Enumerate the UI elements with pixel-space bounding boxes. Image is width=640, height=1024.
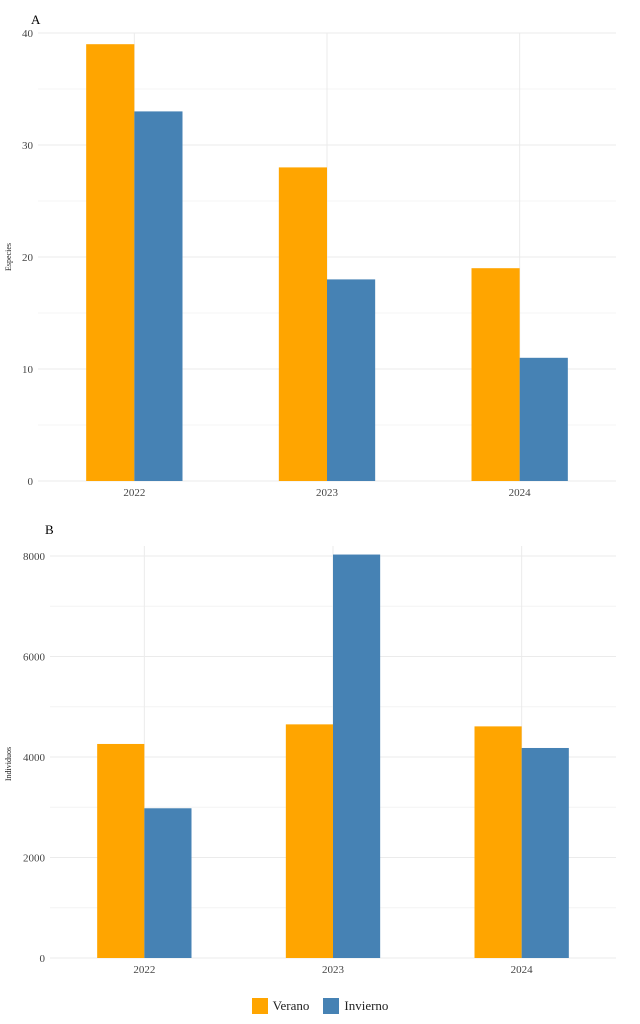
legend-swatch-invierno xyxy=(323,998,340,1014)
bar-verano-2024 xyxy=(474,726,522,958)
y-tick-label: 6000 xyxy=(23,652,46,664)
y-tick-label: 40 xyxy=(22,28,34,40)
panel-a-label: A xyxy=(31,12,41,27)
panel-a-ylabel: Especies xyxy=(4,243,13,271)
x-tick-label: 2024 xyxy=(509,487,532,499)
bar-invierno-2022 xyxy=(144,808,192,958)
bar-verano-2023 xyxy=(278,167,327,481)
panel-a: A Especies 0 10 20 30 40 2022 2023 2024 xyxy=(4,12,616,499)
bar-invierno-2024 xyxy=(521,747,569,958)
panel-b-label: B xyxy=(45,522,54,537)
legend: Verano Invierno xyxy=(0,994,640,1018)
bar-verano-2023 xyxy=(285,724,333,958)
legend-label-verano: Verano xyxy=(272,998,310,1013)
panel-b: B Individuos 0 2000 4000 6000 8000 2022 2023 20… xyxy=(4,522,616,976)
bars xyxy=(86,44,568,482)
y-tick-label: 4000 xyxy=(23,752,46,764)
bar-verano-2024 xyxy=(471,268,520,481)
legend-item-verano: Verano xyxy=(251,998,310,1014)
bars xyxy=(97,554,569,958)
legend-label-invierno: Invierno xyxy=(344,998,389,1013)
bar-invierno-2022 xyxy=(134,111,183,482)
y-tick-label: 8000 xyxy=(23,551,46,563)
y-tick-label: 20 xyxy=(22,252,34,264)
legend-swatch-verano xyxy=(251,998,268,1014)
x-tick-label: 2022 xyxy=(133,964,155,976)
bar-verano-2022 xyxy=(86,44,135,481)
y-tick-label: 2000 xyxy=(23,853,46,865)
bar-invierno-2023 xyxy=(333,554,381,958)
y-tick-label: 0 xyxy=(28,476,34,488)
y-tick-label: 0 xyxy=(40,953,46,965)
x-tick-label: 2022 xyxy=(123,487,145,499)
y-tick-label: 10 xyxy=(22,364,34,376)
bar-verano-2022 xyxy=(97,743,145,958)
x-tick-label: 2023 xyxy=(322,964,345,976)
panel-b-ylabel: Individuos xyxy=(4,747,13,781)
legend-item-invierno: Invierno xyxy=(323,998,388,1014)
bar-invierno-2024 xyxy=(519,357,568,481)
x-tick-label: 2024 xyxy=(511,964,534,976)
x-tick-label: 2023 xyxy=(316,487,339,499)
y-tick-label: 30 xyxy=(22,140,34,152)
bar-invierno-2023 xyxy=(327,279,376,481)
